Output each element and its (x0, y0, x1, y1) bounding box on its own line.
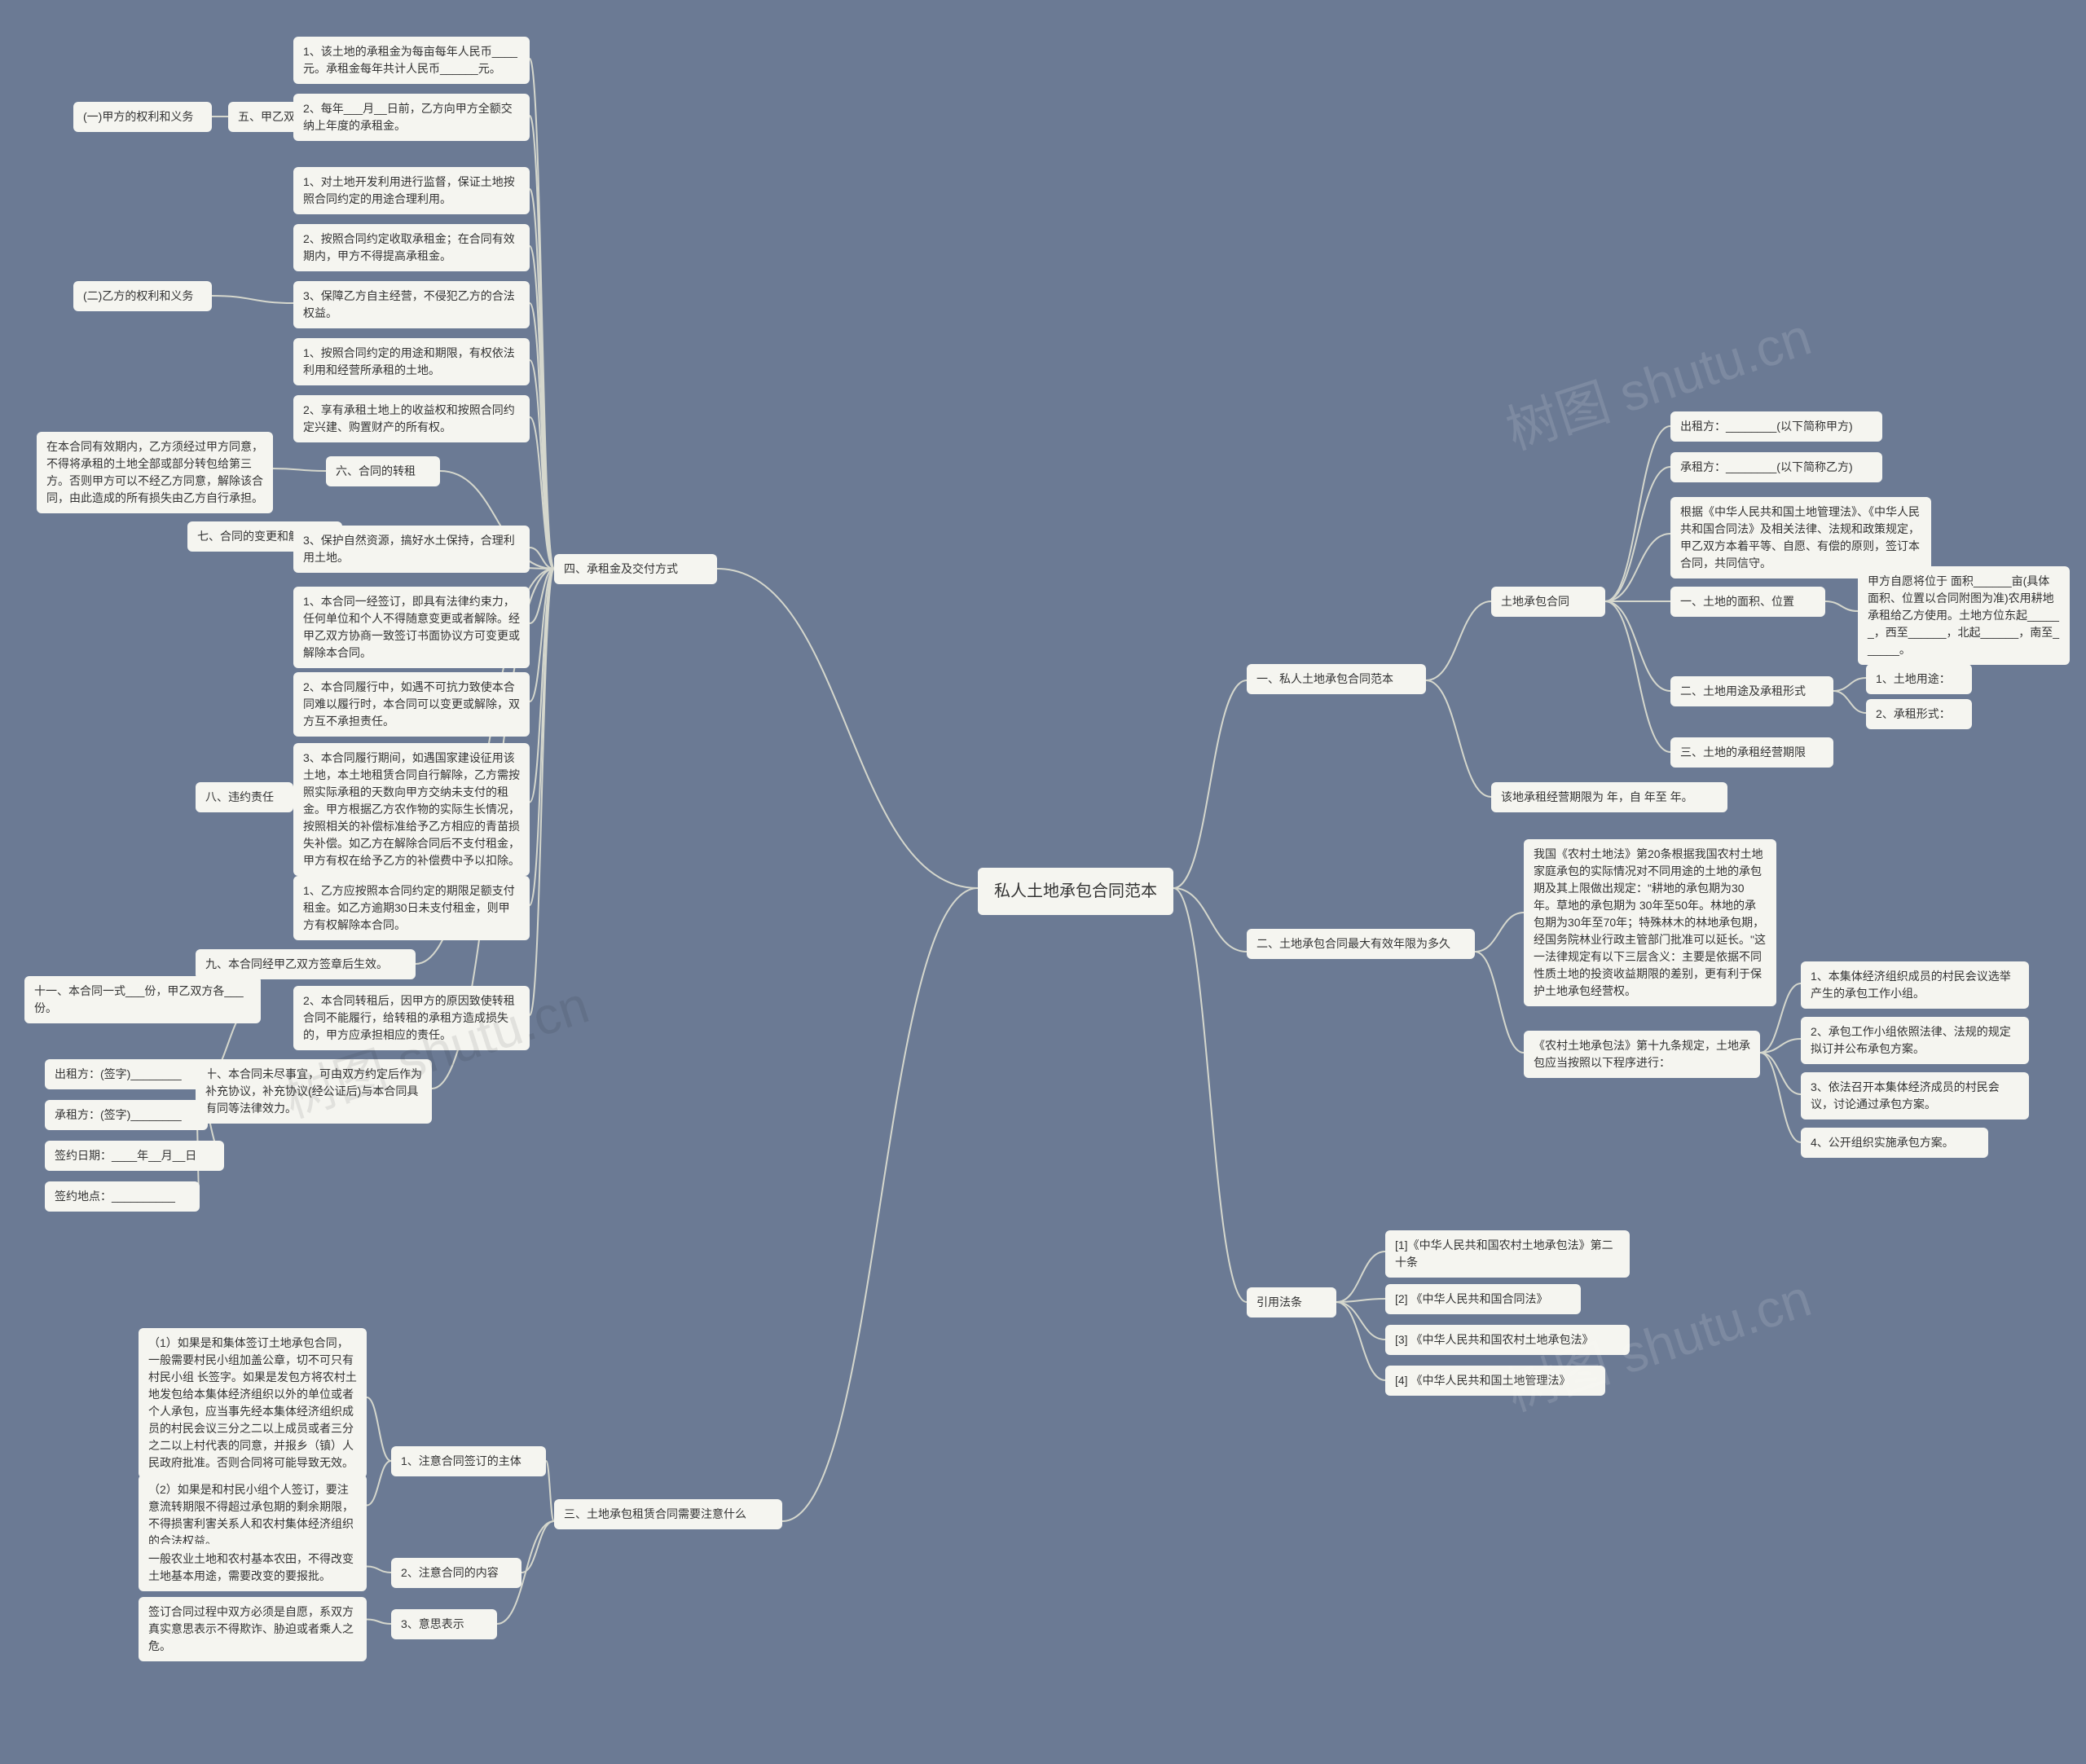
connector (1760, 1053, 1801, 1142)
mindmap-node[interactable]: 引用法条 (1247, 1287, 1336, 1318)
mindmap-node[interactable]: 2、本合同履行中，如遇不可抗力致使本合同难以履行时，本合同可以变更或解除，双方互… (293, 672, 530, 737)
mindmap-node[interactable]: 八、违约责任 (196, 782, 293, 812)
mindmap-node[interactable]: 1、土地用途： (1866, 664, 1972, 694)
connector (717, 569, 978, 888)
mindmap-node[interactable]: 2、享有承租土地上的收益权和按照合同约定兴建、购置财产的所有权。 (293, 395, 530, 442)
mindmap-node[interactable]: 六、合同的转租 (326, 456, 440, 486)
connector (1833, 691, 1866, 713)
mindmap-node[interactable]: 3、依法召开本集体经济成员的村民会议，讨论通过承包方案。 (1801, 1072, 2029, 1120)
connector (212, 296, 293, 303)
connector (1605, 601, 1670, 752)
mindmap-node[interactable]: 签约日期：____年__月__日 (45, 1141, 224, 1171)
mindmap-node[interactable]: 一、私人土地承包合同范本 (1247, 664, 1426, 694)
mindmap-node[interactable]: 甲方自愿将位于 面积______亩(具体面积、位置以合同附图为准)农用耕地承租给… (1858, 566, 2070, 665)
mindmap-node[interactable]: 十一、本合同一式___份，甲乙双方各___份。 (24, 976, 261, 1023)
mindmap-node[interactable]: 4、公开组织实施承包方案。 (1801, 1128, 1988, 1158)
mindmap-node[interactable]: [1]《中华人民共和国农村土地承包法》第二十条 (1385, 1230, 1630, 1278)
mindmap-node[interactable]: [2] 《中华人民共和国合同法》 (1385, 1284, 1581, 1314)
mindmap-node[interactable]: 签订合同过程中双方必须是自愿，系双方真实意思表示不得欺诈、胁迫或者乘人之危。 (139, 1597, 367, 1661)
mindmap-node[interactable]: 签约地点：__________ (45, 1181, 200, 1212)
mindmap-node[interactable]: 3、意思表示 (391, 1609, 497, 1639)
mindmap-node[interactable]: 2、每年___月__日前，乙方向甲方全额交纳上年度的承租金。 (293, 94, 530, 141)
connector (1760, 1053, 1801, 1094)
mindmap-node[interactable]: 四、承租金及交付方式 (554, 554, 717, 584)
mindmap-node[interactable]: 1、对土地开发利用进行监督，保证土地按照合同约定的用途合理利用。 (293, 167, 530, 214)
connector (530, 189, 554, 569)
mindmap-node[interactable]: 该地承租经营期限为 年，自 年至 年。 (1491, 782, 1727, 812)
connector (367, 1397, 391, 1461)
mindmap-node[interactable]: 1、乙方应按照本合同约定的期限足额支付租金。如乙方逾期30日未支付租金，则甲方有… (293, 876, 530, 940)
connector (273, 468, 326, 471)
mindmap-node[interactable]: （1）如果是和集体签订土地承包合同，一般需要村民小组加盖公章，切不可只有村民小组… (139, 1328, 367, 1478)
mindmap-node[interactable]: 一、土地的面积、位置 (1670, 587, 1825, 617)
connector (1833, 678, 1866, 691)
mindmap-node[interactable]: 2、按照合同约定收取承租金；在合同有效期内，甲方不得提高承租金。 (293, 224, 530, 271)
center-node[interactable]: 私人土地承包合同范本 (978, 868, 1173, 915)
connector (367, 1620, 391, 1625)
mindmap-node[interactable]: 1、按照合同约定的用途和期限，有权依法利用和经营所承租的土地。 (293, 338, 530, 385)
mindmap-node[interactable]: 二、土地用途及承租形式 (1670, 676, 1833, 706)
mindmap-node[interactable]: 出租方：________(以下简称甲方) (1670, 411, 1882, 442)
mindmap-node[interactable]: 1、本集体经济组织成员的村民会议选举产生的承包工作小组。 (1801, 961, 2029, 1009)
mindmap-node[interactable]: 3、保护自然资源，搞好水土保持，合理利用土地。 (293, 526, 530, 573)
mindmap-node[interactable]: 九、本合同经甲乙双方签章后生效。 (196, 949, 416, 979)
connector (1475, 952, 1524, 1053)
connector (1336, 1302, 1385, 1380)
mindmap-node[interactable]: 土地承包合同 (1491, 587, 1605, 617)
mindmap-node[interactable]: 出租方：(签字)________ (45, 1059, 208, 1089)
mindmap-node[interactable]: [3] 《中华人民共和国农村土地承包法》 (1385, 1325, 1630, 1355)
connector (1605, 534, 1670, 601)
connector (522, 1521, 554, 1573)
mindmap-node[interactable]: 3、本合同履行期间，如遇国家建设征用该土地，本土地租赁合同自行解除，乙方需按照实… (293, 743, 530, 876)
mindmap-node[interactable]: (一)甲方的权利和义务 (73, 102, 212, 132)
mindmap-node[interactable]: 1、注意合同签订的主体 (391, 1446, 546, 1476)
connector (1426, 680, 1491, 797)
connector (1173, 680, 1247, 888)
mindmap-node[interactable]: (二)乙方的权利和义务 (73, 281, 212, 311)
mindmap-node[interactable]: 一般农业土地和农村基本农田，不得改变土地基本用途，需要改变的要报批。 (139, 1544, 367, 1591)
mindmap-node[interactable]: 1、本合同一经签订，即具有法律约束力，任何单位和个人不得随意变更或者解除。经甲乙… (293, 587, 530, 668)
mindmap-node[interactable]: 2、本合同转租后，因甲方的原因致使转租合同不能履行，给转租的承租方造成损失的，甲… (293, 986, 530, 1050)
mindmap-node[interactable]: 《农村土地承包法》第十九条规定，土地承包应当按照以下程序进行： (1524, 1031, 1760, 1078)
mindmap-node[interactable]: 三、土地的承租经营期限 (1670, 737, 1833, 768)
mindmap-node[interactable]: 2、注意合同的内容 (391, 1558, 522, 1588)
mindmap-node[interactable]: 2、承包工作小组依照法律、法规的规定拟订并公布承包方案。 (1801, 1017, 2029, 1064)
connector (1605, 467, 1670, 601)
connector (1173, 888, 1247, 952)
mindmap-node[interactable]: [4] 《中华人民共和国土地管理法》 (1385, 1366, 1605, 1396)
connector (530, 569, 554, 905)
mindmap-node[interactable]: 二、土地承包合同最大有效年限为多久 (1247, 929, 1475, 959)
connector (1336, 1252, 1385, 1302)
mindmap-node[interactable]: 3、保障乙方自主经营，不侵犯乙方的合法权益。 (293, 281, 530, 328)
connector (1825, 601, 1858, 611)
connector (1426, 601, 1491, 680)
mindmap-node[interactable]: 三、土地承包租赁合同需要注意什么 (554, 1499, 782, 1529)
mindmap-node[interactable]: 2、承租形式： (1866, 699, 1972, 729)
connector (367, 1461, 391, 1506)
mindmap-node[interactable]: 十、本合同未尽事宜，可由双方约定后作为补充协议，补充协议(经公证后)与本合同具有… (196, 1059, 432, 1124)
connector (1605, 426, 1670, 601)
mindmap-node[interactable]: 承租方：(签字)________ (45, 1100, 208, 1130)
connector (1475, 913, 1524, 952)
mindmap-node[interactable]: 承租方：________(以下简称乙方) (1670, 452, 1882, 482)
connector (782, 888, 978, 1521)
mindmap-node[interactable]: 1、该土地的承租金为每亩每年人民币____元。承租金每年共计人民币______元… (293, 37, 530, 84)
connector (1336, 1302, 1385, 1339)
connector (546, 1461, 554, 1521)
connector (367, 1567, 391, 1573)
mindmap-node[interactable]: 在本合同有效期内，乙方须经过甲方同意，不得将承租的土地全部或部分转包给第三方。否… (37, 432, 273, 513)
mindmap-node[interactable]: 我国《农村土地法》第20条根据我国农村土地家庭承包的实际情况对不同用途的土地的承… (1524, 839, 1776, 1006)
